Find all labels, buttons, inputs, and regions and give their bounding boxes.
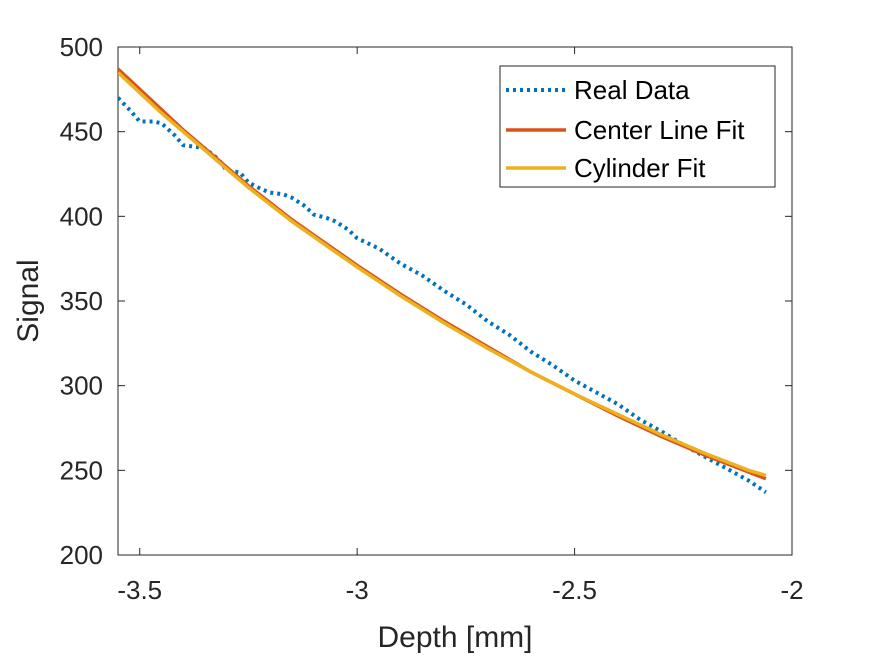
- legend-label-1: Real Data: [574, 75, 690, 105]
- x-tick-label: -3: [346, 575, 369, 605]
- x-axis-label: Depth [mm]: [377, 621, 532, 654]
- x-tick-label: -3.5: [117, 575, 162, 605]
- legend: Real Data Center Line Fit Cylinder Fit: [499, 65, 776, 188]
- y-tick-label: 450: [60, 117, 103, 147]
- y-tick-label: 500: [60, 32, 103, 62]
- x-tick-label: -2: [780, 575, 803, 605]
- y-tick-label: 250: [60, 455, 103, 485]
- series-layer: [118, 67, 768, 494]
- legend-label-2: Center Line Fit: [574, 115, 745, 145]
- series-line-1: [118, 96, 768, 494]
- y-tick-label: 200: [60, 540, 103, 570]
- series-line-3: [118, 71, 767, 478]
- legend-label-3: Cylinder Fit: [574, 153, 706, 183]
- y-tick-label: 350: [60, 286, 103, 316]
- y-axis-label: Signal: [12, 259, 45, 342]
- y-tick-label: 400: [60, 201, 103, 231]
- ticks-layer: -3.5 -3 -2.5 -2 200 250 300 350 400 450 500: [60, 32, 804, 605]
- y-tick-label: 300: [60, 371, 103, 401]
- x-tick-label: -2.5: [552, 575, 597, 605]
